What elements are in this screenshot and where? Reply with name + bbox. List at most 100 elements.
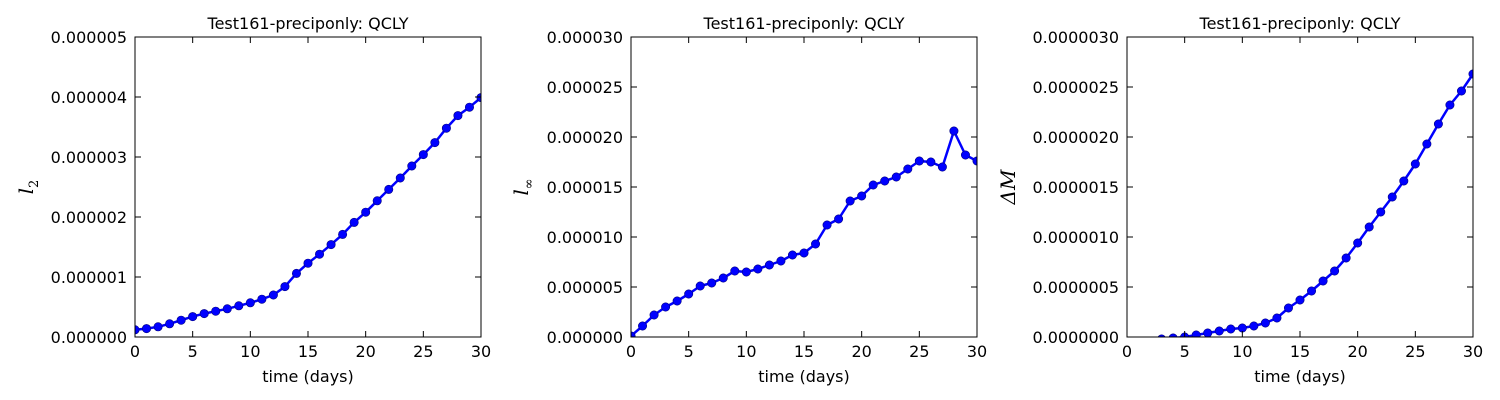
y-axis-label: l2	[14, 180, 42, 195]
data-point	[1376, 207, 1386, 217]
data-point	[1364, 222, 1374, 232]
data-point	[1214, 326, 1224, 336]
y-axis-label-subscript: ∞	[522, 178, 537, 189]
data-point	[661, 302, 671, 312]
y-tick-label: 0.000030	[547, 28, 623, 47]
data-point	[1433, 119, 1443, 129]
data-point	[949, 126, 959, 136]
data-point	[395, 173, 405, 183]
data-point	[845, 196, 855, 206]
data-point	[1272, 313, 1282, 323]
data-point	[326, 240, 336, 250]
x-axis-label: time (days)	[1254, 367, 1345, 386]
data-point	[672, 296, 682, 306]
data-point	[1260, 318, 1270, 328]
data-point	[153, 322, 163, 332]
y-tick-label: 0.000015	[547, 178, 623, 197]
data-point	[1226, 324, 1236, 334]
y-tick-label: 0.000000	[51, 328, 127, 347]
data-point	[1307, 286, 1317, 296]
y-tick-label: 0.000004	[51, 88, 127, 107]
data-point	[799, 248, 809, 258]
data-point	[453, 111, 463, 121]
x-tick-label: 10	[240, 342, 260, 361]
data-point	[868, 180, 878, 190]
x-tick-label: 15	[298, 342, 318, 361]
data-point	[1157, 334, 1166, 337]
x-tick-label: 0	[1122, 342, 1132, 361]
x-tick-label: 30	[471, 342, 491, 361]
data-point	[707, 278, 717, 288]
y-tick-label: 0.0000010	[1032, 228, 1119, 247]
data-point	[926, 157, 936, 167]
chart-title: Test161-preciponly: QCLY	[1199, 14, 1401, 33]
plot-frame	[630, 36, 978, 338]
data-point	[142, 324, 152, 334]
data-point	[1387, 192, 1397, 202]
y-axis-label-subscript: 2	[27, 180, 42, 188]
y-axis-label: l∞	[509, 178, 537, 195]
data-point	[1468, 69, 1473, 79]
y-axis-label-main: l	[14, 188, 38, 194]
plot-frame	[1126, 36, 1474, 338]
data-point	[245, 298, 255, 308]
data-point	[937, 162, 947, 172]
plot-frame	[134, 36, 482, 338]
chart-panel-3: 0 5 10 15 20 25 30 0.0000000 0.0000005 0.0000010 0…	[996, 14, 1483, 386]
data-point	[176, 315, 186, 325]
data-point	[211, 306, 221, 316]
data-point	[730, 266, 740, 276]
data-point	[776, 256, 786, 266]
y-tick-label: 0.000001	[51, 268, 127, 287]
data-point	[787, 250, 797, 260]
data-point	[1353, 238, 1363, 248]
data-point	[718, 273, 728, 283]
data-point	[349, 217, 359, 227]
x-tick-label: 5	[684, 342, 694, 361]
x-tick-label: 30	[967, 342, 987, 361]
y-tick-label: 0.0000030	[1032, 28, 1119, 47]
series-line	[631, 129, 977, 337]
data-point	[372, 196, 382, 206]
data-point	[638, 321, 648, 331]
data-point	[1295, 295, 1305, 305]
data-point	[384, 184, 394, 194]
data-point	[291, 268, 301, 278]
data-point	[1237, 323, 1247, 333]
x-tick-label: 0	[626, 342, 636, 361]
data-point	[315, 249, 325, 259]
data-point	[361, 207, 371, 217]
data-point	[464, 102, 474, 112]
x-tick-label: 10	[736, 342, 756, 361]
data-point	[165, 319, 175, 329]
data-point	[834, 214, 844, 224]
x-tick-label: 30	[1463, 342, 1483, 361]
data-point	[338, 229, 348, 239]
data-point	[764, 260, 774, 270]
y-tick-label: 0.000000	[547, 328, 623, 347]
y-tick-label: 0.0000020	[1032, 128, 1119, 147]
y-axis-label-main: ΔM	[996, 169, 1020, 205]
data-point	[695, 281, 705, 291]
data-point	[914, 156, 924, 166]
y-tick-label: 0.0000000	[1032, 328, 1119, 347]
x-tick-label: 25	[909, 342, 929, 361]
data-point	[1283, 303, 1293, 313]
chart-panel-1: 0 5 10 15 20 25 30 0.000000 0.000001 0.000002 0.00…	[14, 14, 491, 386]
y-tick-label: 0.000010	[547, 228, 623, 247]
x-tick-label: 20	[851, 342, 871, 361]
data-point	[430, 138, 440, 148]
data-point	[1456, 86, 1466, 96]
data-point	[960, 150, 970, 160]
data-point	[188, 312, 198, 322]
data-point	[631, 331, 636, 337]
data-point	[234, 301, 244, 311]
y-tick-label: 0.000005	[51, 28, 127, 47]
x-axis-label: time (days)	[262, 367, 353, 386]
x-tick-label: 15	[1290, 342, 1310, 361]
y-axis-label-main: l	[509, 189, 533, 195]
data-point	[753, 264, 763, 274]
data-point	[1330, 266, 1340, 276]
x-tick-label: 20	[1347, 342, 1367, 361]
